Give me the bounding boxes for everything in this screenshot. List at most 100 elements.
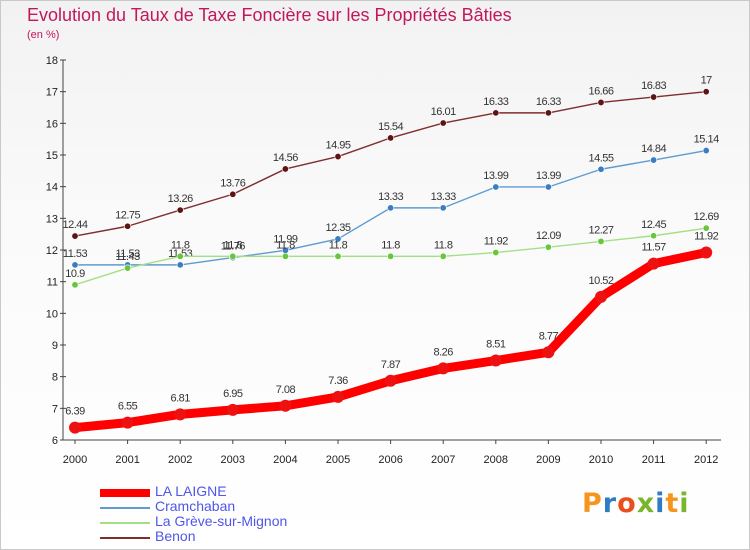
data-point xyxy=(387,134,395,142)
logo-letter: P xyxy=(582,488,603,519)
x-tick-label: 2012 xyxy=(694,454,718,466)
data-label: 16.33 xyxy=(483,96,508,108)
legend-label-la-greve-sur-mignon: La Grève-sur-Mignon xyxy=(155,513,288,529)
data-point xyxy=(544,183,552,191)
logo-letter: i xyxy=(679,488,690,519)
data-label: 15.54 xyxy=(378,121,403,133)
x-tick-label: 2011 xyxy=(642,454,666,466)
y-tick-label: 6 xyxy=(52,435,58,447)
data-point xyxy=(279,399,292,412)
data-label: 8.51 xyxy=(486,339,506,351)
data-label: 6.55 xyxy=(118,401,138,413)
data-label: 14.55 xyxy=(588,152,613,164)
data-label: 7.87 xyxy=(381,359,401,371)
data-point xyxy=(71,232,79,240)
data-point xyxy=(121,416,134,429)
x-tick-label: 2010 xyxy=(589,454,613,466)
data-point xyxy=(176,252,184,260)
proxiti-logo: Proxiti xyxy=(582,488,690,519)
data-point xyxy=(226,403,239,416)
legend-swatch-cramchaban xyxy=(100,507,150,509)
y-tick-label: 18 xyxy=(46,55,58,67)
data-point xyxy=(124,222,132,230)
logo-letter: x xyxy=(636,488,656,519)
y-tick-label: 10 xyxy=(46,308,58,320)
data-label: 11.8 xyxy=(329,239,348,251)
data-label: 12.45 xyxy=(641,219,666,231)
data-point xyxy=(176,261,184,269)
y-tick-label: 15 xyxy=(46,150,58,162)
data-point xyxy=(702,88,710,96)
data-label: 10.52 xyxy=(588,275,613,287)
y-tick-label: 9 xyxy=(52,340,58,352)
data-label: 8.26 xyxy=(433,346,453,358)
x-tick-label: 2006 xyxy=(378,454,402,466)
data-label: 13.26 xyxy=(168,193,193,205)
data-point xyxy=(700,246,713,259)
legend-label-benon: Benon xyxy=(155,528,196,544)
y-tick-label: 7 xyxy=(52,403,58,415)
data-label: 11.76 xyxy=(221,241,246,253)
data-point xyxy=(492,249,500,257)
data-point xyxy=(332,390,344,403)
data-point xyxy=(542,346,555,359)
data-point xyxy=(71,281,79,289)
data-point xyxy=(439,204,447,212)
data-label: 6.95 xyxy=(223,388,243,400)
data-label: 12.09 xyxy=(536,230,561,242)
data-point xyxy=(650,156,658,164)
legend-swatch-benon xyxy=(100,537,150,539)
data-label: 11.43 xyxy=(115,251,140,263)
data-point xyxy=(439,119,447,127)
data-label: 13.76 xyxy=(220,177,245,189)
chart-title: Evolution du Taux de Taxe Foncière sur l… xyxy=(27,5,512,25)
data-point xyxy=(387,252,395,260)
data-point xyxy=(489,354,502,367)
y-tick-label: 12 xyxy=(46,245,58,257)
data-point xyxy=(597,237,605,245)
unit-label: (en %) xyxy=(27,29,60,41)
data-point xyxy=(702,147,710,155)
data-label: 11.92 xyxy=(484,236,509,248)
data-point xyxy=(597,165,605,173)
legend-swatch-la-laigne xyxy=(100,489,150,497)
data-point xyxy=(69,421,81,434)
y-tick-label: 11 xyxy=(47,277,58,289)
x-tick-label: 2001 xyxy=(115,454,139,466)
data-label: 10.9 xyxy=(65,268,85,280)
logo-letter: r xyxy=(602,488,618,519)
x-tick-label: 2004 xyxy=(273,454,297,466)
data-label: 11.57 xyxy=(641,242,666,254)
data-label: 16.83 xyxy=(641,80,666,92)
data-label: 11.53 xyxy=(63,248,88,260)
x-tick-label: 2000 xyxy=(63,454,87,466)
data-point xyxy=(595,290,607,303)
data-point xyxy=(650,93,658,101)
x-tick-label: 2005 xyxy=(326,454,350,466)
data-label: 11.8 xyxy=(224,239,243,251)
data-point xyxy=(124,264,132,272)
data-point xyxy=(176,206,184,214)
logo-letter: t xyxy=(665,488,680,519)
data-point xyxy=(229,252,237,260)
data-point xyxy=(334,252,342,260)
data-point xyxy=(597,98,605,106)
data-label: 16.33 xyxy=(536,96,561,108)
data-label: 11.8 xyxy=(434,239,453,251)
logo-letter: i xyxy=(655,488,666,519)
data-label: 11.8 xyxy=(276,239,295,251)
data-point xyxy=(384,374,397,387)
data-label: 12.27 xyxy=(588,224,613,236)
data-label: 7.08 xyxy=(276,384,296,396)
data-label: 8.77 xyxy=(539,330,559,342)
data-point xyxy=(544,109,552,117)
legend-swatch-la-greve-sur-mignon xyxy=(100,522,150,524)
y-tick-label: 8 xyxy=(52,372,58,384)
data-label: 14.56 xyxy=(273,152,298,164)
data-point xyxy=(229,190,237,198)
data-point xyxy=(439,252,447,260)
data-point xyxy=(650,232,658,240)
legend-label-cramchaban: Cramchaban xyxy=(155,498,236,514)
